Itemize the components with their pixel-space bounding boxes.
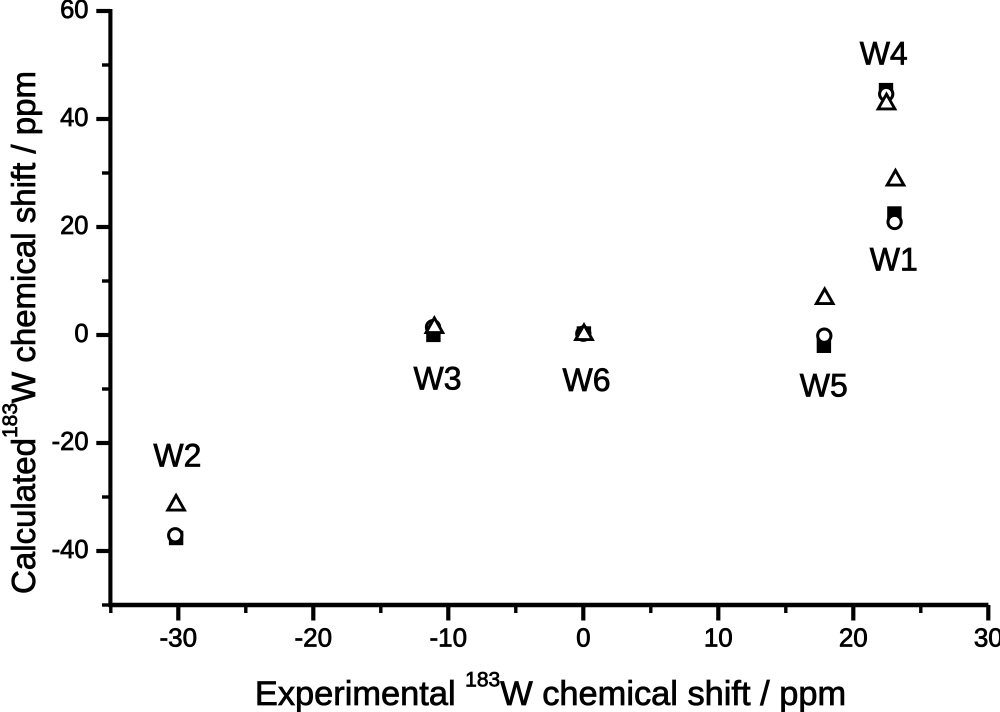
svg-text:40: 40 [60, 104, 88, 132]
svg-text:Experimental 183W chemical shi: Experimental 183W chemical shift / ppm [255, 669, 846, 712]
svg-text:0: 0 [74, 320, 88, 348]
svg-text:20: 20 [60, 212, 88, 240]
svg-text:W2: W2 [153, 438, 201, 474]
svg-text:-10: -10 [430, 623, 468, 653]
svg-text:60: 60 [60, 0, 88, 24]
svg-text:20: 20 [839, 623, 868, 653]
svg-text:-40: -40 [52, 536, 89, 564]
svg-text:W5: W5 [800, 368, 848, 404]
svg-text:0: 0 [576, 623, 590, 653]
svg-text:W6: W6 [563, 362, 611, 398]
svg-text:W4: W4 [860, 36, 908, 72]
svg-text:-20: -20 [52, 428, 89, 456]
svg-text:W1: W1 [870, 242, 918, 278]
svg-text:W3: W3 [414, 361, 462, 397]
svg-text:30: 30 [974, 623, 1000, 653]
svg-text:Calculated183W chemical shift: Calculated183W chemical shift / ppm [0, 71, 42, 594]
svg-text:-20: -20 [295, 623, 333, 653]
svg-text:10: 10 [704, 623, 733, 653]
svg-text:-30: -30 [160, 623, 198, 653]
